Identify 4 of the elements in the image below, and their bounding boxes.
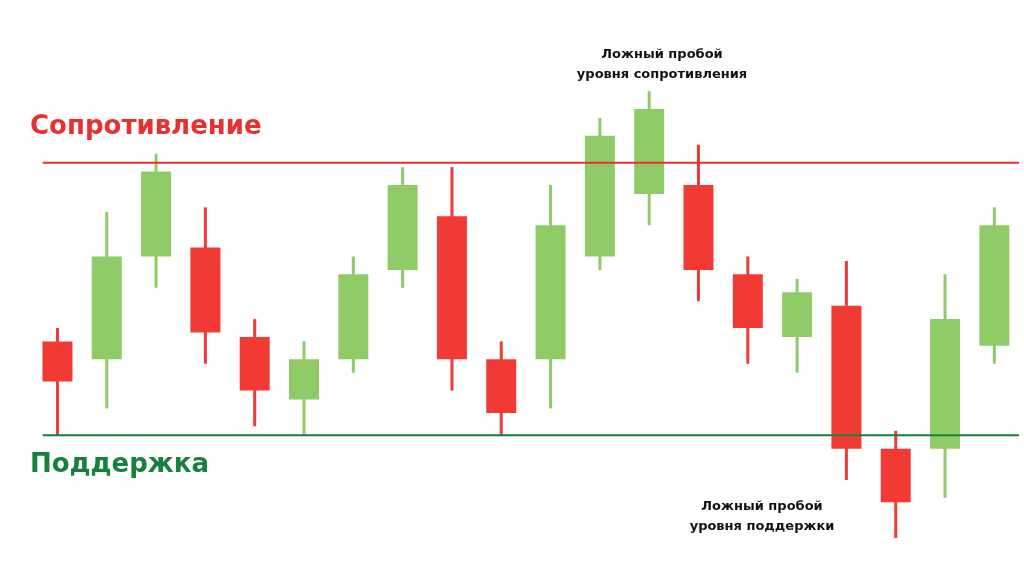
ref-line-label: Поддержка xyxy=(30,448,209,479)
text: Ложный пробой уровня сопротивления xyxy=(576,46,748,81)
ref-line-label: Сопротивление xyxy=(30,109,262,140)
annotation: Ложный пробой уровня поддержки xyxy=(689,498,835,533)
